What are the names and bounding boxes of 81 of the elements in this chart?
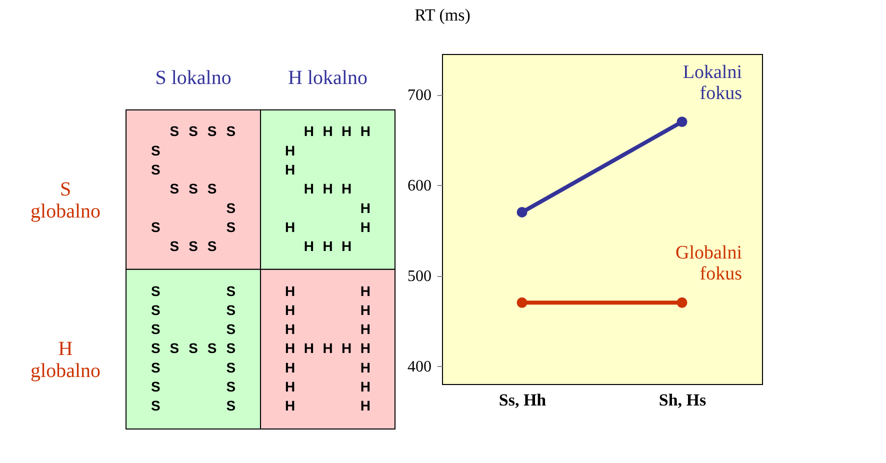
text: S xyxy=(226,302,236,318)
text: S xyxy=(150,282,160,299)
text: S xyxy=(226,321,236,338)
text: H xyxy=(360,321,370,338)
text: H xyxy=(285,302,296,318)
text: H xyxy=(285,282,296,299)
text: S xyxy=(150,321,160,338)
text: H xyxy=(360,340,370,356)
text: H xyxy=(285,340,296,356)
text: S xyxy=(170,238,180,254)
text: H xyxy=(285,359,296,376)
text: S xyxy=(207,238,217,254)
text: S xyxy=(188,238,198,254)
text: H xyxy=(285,161,296,178)
point xyxy=(516,206,528,218)
text: S xyxy=(150,302,160,318)
text: S xyxy=(207,123,217,140)
point xyxy=(516,297,528,308)
text: H xyxy=(322,180,333,197)
text: H xyxy=(360,282,370,299)
text: S xyxy=(188,340,198,356)
text: S xyxy=(226,123,236,140)
point xyxy=(676,297,688,308)
text: H xyxy=(360,218,370,235)
text: S xyxy=(226,218,236,235)
category-label: H globalno xyxy=(30,338,101,382)
text: H xyxy=(360,200,370,216)
category-label: S lokalno xyxy=(155,66,232,89)
y-tick-label: 600 xyxy=(408,178,432,195)
text: H xyxy=(304,180,314,197)
text: S xyxy=(150,161,160,178)
series-label: Globalni fokus xyxy=(676,242,742,285)
text: S xyxy=(188,123,198,140)
text: H xyxy=(360,398,370,414)
text: S xyxy=(226,378,236,395)
text: H xyxy=(285,218,296,235)
text: H xyxy=(342,123,352,140)
y-tick-label: 700 xyxy=(408,87,432,104)
text: S xyxy=(226,200,236,216)
text: H xyxy=(342,340,352,356)
text: H xyxy=(360,302,370,318)
text: S xyxy=(150,218,160,235)
text: H xyxy=(360,359,370,376)
text: S xyxy=(226,340,236,356)
text: S xyxy=(188,180,198,197)
text: S xyxy=(150,378,160,395)
text: H xyxy=(322,340,333,356)
y-tick-label: 500 xyxy=(408,268,432,286)
text: H xyxy=(304,340,314,356)
text: S xyxy=(207,340,217,356)
category-label: H lokalno xyxy=(288,66,368,89)
category-label: S globalno xyxy=(30,178,101,223)
series-label: Lokalni fokus xyxy=(682,62,742,104)
text: S xyxy=(226,398,236,414)
text: S xyxy=(170,123,180,140)
text: H xyxy=(285,142,296,158)
text: H xyxy=(322,238,333,254)
y-axis-title: RT (ms) xyxy=(414,6,470,24)
text: H xyxy=(285,321,296,338)
text: H xyxy=(304,123,314,140)
text: H xyxy=(322,123,333,140)
text: H xyxy=(285,398,296,414)
text: S xyxy=(150,398,160,414)
text: H xyxy=(285,378,296,395)
x-tick-label: Sh, Hs xyxy=(658,390,707,410)
x-tick-label: Ss, Hh xyxy=(498,390,547,410)
text: S xyxy=(226,359,236,376)
y-tick-label: 400 xyxy=(408,358,432,376)
text: S xyxy=(207,180,217,197)
text: S xyxy=(170,180,180,197)
text: S xyxy=(150,359,160,376)
text: H xyxy=(342,238,352,254)
text: H xyxy=(360,123,370,140)
text: H xyxy=(304,238,314,254)
point xyxy=(676,116,688,128)
text: S xyxy=(170,340,180,356)
text: H xyxy=(342,180,352,197)
text: S xyxy=(150,142,160,158)
text: H xyxy=(360,378,370,395)
text: S xyxy=(150,340,160,356)
text: S xyxy=(226,282,236,299)
